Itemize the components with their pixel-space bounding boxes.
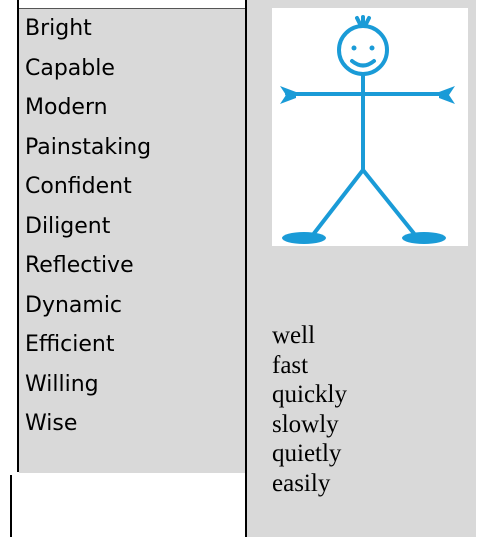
- right-word: quickly: [272, 381, 347, 408]
- left-word: Wise: [25, 411, 78, 436]
- left-border-lower: [10, 475, 12, 537]
- left-word: Reflective: [25, 253, 134, 278]
- column-divider: [245, 0, 247, 537]
- left-word: Dynamic: [25, 292, 123, 318]
- right-word: well: [272, 322, 316, 349]
- right-word: fast: [272, 351, 309, 379]
- left-word: Efficient: [25, 332, 115, 357]
- right-word: easily: [272, 469, 331, 497]
- right-word: slowly: [272, 410, 339, 438]
- left-word: Willing: [25, 371, 99, 397]
- right-word: quietly: [272, 440, 342, 467]
- stick-figure: [272, 8, 468, 246]
- left-word: Painstaking: [25, 134, 152, 160]
- left-word: Confident: [25, 174, 132, 199]
- left-word: Diligent: [25, 213, 111, 239]
- left-word: Capable: [25, 55, 115, 81]
- left-word: Modern: [25, 95, 108, 120]
- left-cell: [19, 9, 245, 473]
- left-border: [17, 0, 19, 472]
- left-word: Bright: [25, 16, 92, 41]
- top-border: [19, 8, 245, 9]
